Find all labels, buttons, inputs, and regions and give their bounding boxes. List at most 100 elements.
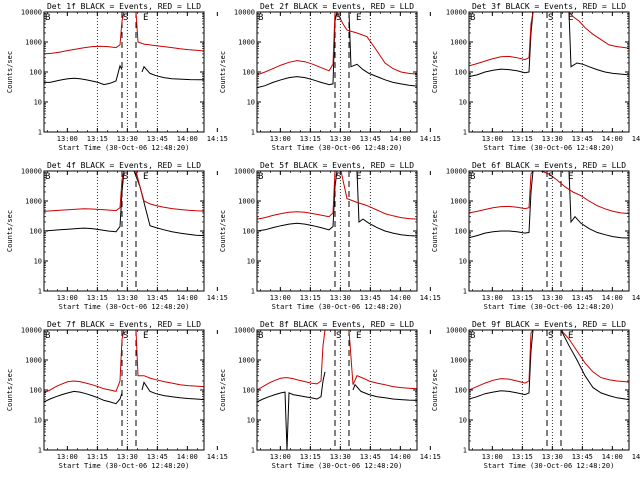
panel-title: Det 1f BLACK = Events, RED = LLD <box>47 2 201 11</box>
y-tick-label: 10000 <box>21 327 42 335</box>
x-tick-label: 13:15 <box>87 135 108 143</box>
plot-frame <box>256 170 418 292</box>
y-tick-label: 1000 <box>450 39 467 47</box>
x-axis-label: Start Time (30-Oct-06 12:48:20) <box>272 144 403 152</box>
end-marker-label: E <box>143 172 148 182</box>
y-tick-label: 10 <box>247 417 255 425</box>
y-tick-label: 1000 <box>238 39 255 47</box>
y-tick-label: 1 <box>251 447 255 455</box>
x-tick-label: 13:15 <box>300 294 321 302</box>
y-tick-label: 1000 <box>25 357 42 365</box>
x-tick-label: 13:00 <box>57 453 78 461</box>
plot-frame <box>43 329 205 451</box>
end-marker-label: E <box>356 331 361 341</box>
plot-frame <box>43 170 205 292</box>
x-tick-label: 13:30 <box>542 453 563 461</box>
y-tick-label: 100 <box>29 69 42 77</box>
panel-title: Det 6f BLACK = Events, RED = LLD <box>472 161 626 170</box>
lld-series-line <box>469 171 629 215</box>
plot-frame <box>468 170 630 292</box>
end-marker-label: E <box>568 331 573 341</box>
y-tick-label: 100 <box>29 387 42 395</box>
panel-2: Det 2f BLACK = Events, RED = LLD 1 10 100 10… <box>219 2 441 152</box>
panel-title: Det 2f BLACK = Events, RED = LLD <box>260 2 414 11</box>
x-tick-label: 14:15 <box>632 135 640 143</box>
corner-marker-label: B <box>45 13 50 23</box>
y-tick-label: 100 <box>454 228 467 236</box>
events-series-line <box>257 12 417 89</box>
events-series-line <box>469 330 629 401</box>
x-tick-label: 13:45 <box>147 294 168 302</box>
x-tick-label: 14:15 <box>420 294 441 302</box>
start-marker-label: S <box>123 172 128 182</box>
panel-title: Det 7f BLACK = Events, RED = LLD <box>47 320 201 329</box>
x-tick-label: 14:15 <box>207 294 228 302</box>
start-marker-label: S <box>548 331 553 341</box>
x-axis-label: Start Time (30-Oct-06 12:48:20) <box>59 303 190 311</box>
x-tick-label: 14:00 <box>390 135 411 143</box>
x-axis-label: Start Time (30-Oct-06 12:48:20) <box>484 303 615 311</box>
y-tick-label: 10000 <box>446 9 467 17</box>
x-tick-label: 13:00 <box>270 453 291 461</box>
start-marker-label: S <box>123 331 128 341</box>
end-marker-label: E <box>143 13 148 23</box>
y-axis-label: Counts/sec <box>431 369 439 411</box>
x-tick-label: 13:45 <box>572 135 593 143</box>
x-tick-label: 14:15 <box>420 135 441 143</box>
x-tick-label: 14:00 <box>602 453 623 461</box>
y-tick-label: 10 <box>34 258 42 266</box>
x-axis-label: Start Time (30-Oct-06 12:48:20) <box>272 303 403 311</box>
x-tick-label: 13:45 <box>147 453 168 461</box>
plot-frame <box>468 329 630 451</box>
x-tick-label: 13:45 <box>572 294 593 302</box>
lld-series-line <box>257 330 417 391</box>
corner-marker-label: B <box>258 172 263 182</box>
events-series-line <box>257 171 417 237</box>
panel-6: Det 6f BLACK = Events, RED = LLD 1 10 100 10… <box>431 161 640 311</box>
x-axis-label: Start Time (30-Oct-06 12:48:20) <box>484 144 615 152</box>
lld-series-line <box>44 330 204 394</box>
panel-title: Det 9f BLACK = Events, RED = LLD <box>472 320 626 329</box>
y-tick-label: 1000 <box>25 39 42 47</box>
y-axis-label: Counts/sec <box>6 51 14 93</box>
panel-8: Det 8f BLACK = Events, RED = LLD 1 10 100 10… <box>219 320 441 470</box>
x-tick-label: 13:15 <box>300 453 321 461</box>
events-series-line <box>257 371 417 450</box>
y-tick-label: 1 <box>38 129 42 137</box>
panel-4: Det 4f BLACK = Events, RED = LLD 1 10 100 10… <box>6 161 228 311</box>
x-tick-label: 13:15 <box>512 294 533 302</box>
y-tick-label: 100 <box>454 69 467 77</box>
y-axis-label: Counts/sec <box>219 51 227 93</box>
x-tick-label: 13:45 <box>147 135 168 143</box>
x-tick-label: 14:00 <box>390 453 411 461</box>
y-axis-label: Counts/sec <box>431 51 439 93</box>
corner-marker-label: B <box>45 331 50 341</box>
lld-series-line <box>44 171 204 212</box>
x-tick-label: 13:45 <box>360 294 381 302</box>
x-tick-label: 14:00 <box>177 294 198 302</box>
y-tick-label: 10000 <box>21 168 42 176</box>
y-tick-label: 1 <box>463 288 467 296</box>
x-tick-label: 13:00 <box>270 135 291 143</box>
y-tick-label: 1000 <box>238 198 255 206</box>
panel-title: Det 8f BLACK = Events, RED = LLD <box>260 320 414 329</box>
x-tick-label: 13:15 <box>87 294 108 302</box>
x-tick-label: 13:15 <box>87 453 108 461</box>
y-tick-label: 10 <box>34 417 42 425</box>
x-tick-label: 14:00 <box>390 294 411 302</box>
x-tick-label: 13:00 <box>482 135 503 143</box>
x-tick-label: 14:00 <box>602 294 623 302</box>
y-tick-label: 10000 <box>234 327 255 335</box>
y-tick-label: 1 <box>38 288 42 296</box>
x-tick-label: 13:30 <box>117 453 138 461</box>
start-marker-label: S <box>123 13 128 23</box>
x-axis-label: Start Time (30-Oct-06 12:48:20) <box>59 462 190 470</box>
panel-title: Det 3f BLACK = Events, RED = LLD <box>472 2 626 11</box>
x-tick-label: 13:30 <box>542 135 563 143</box>
x-tick-label: 14:15 <box>420 453 441 461</box>
x-axis-label: Start Time (30-Oct-06 12:48:20) <box>59 144 190 152</box>
x-tick-label: 13:15 <box>512 135 533 143</box>
x-tick-label: 13:00 <box>482 294 503 302</box>
x-tick-label: 13:00 <box>57 294 78 302</box>
